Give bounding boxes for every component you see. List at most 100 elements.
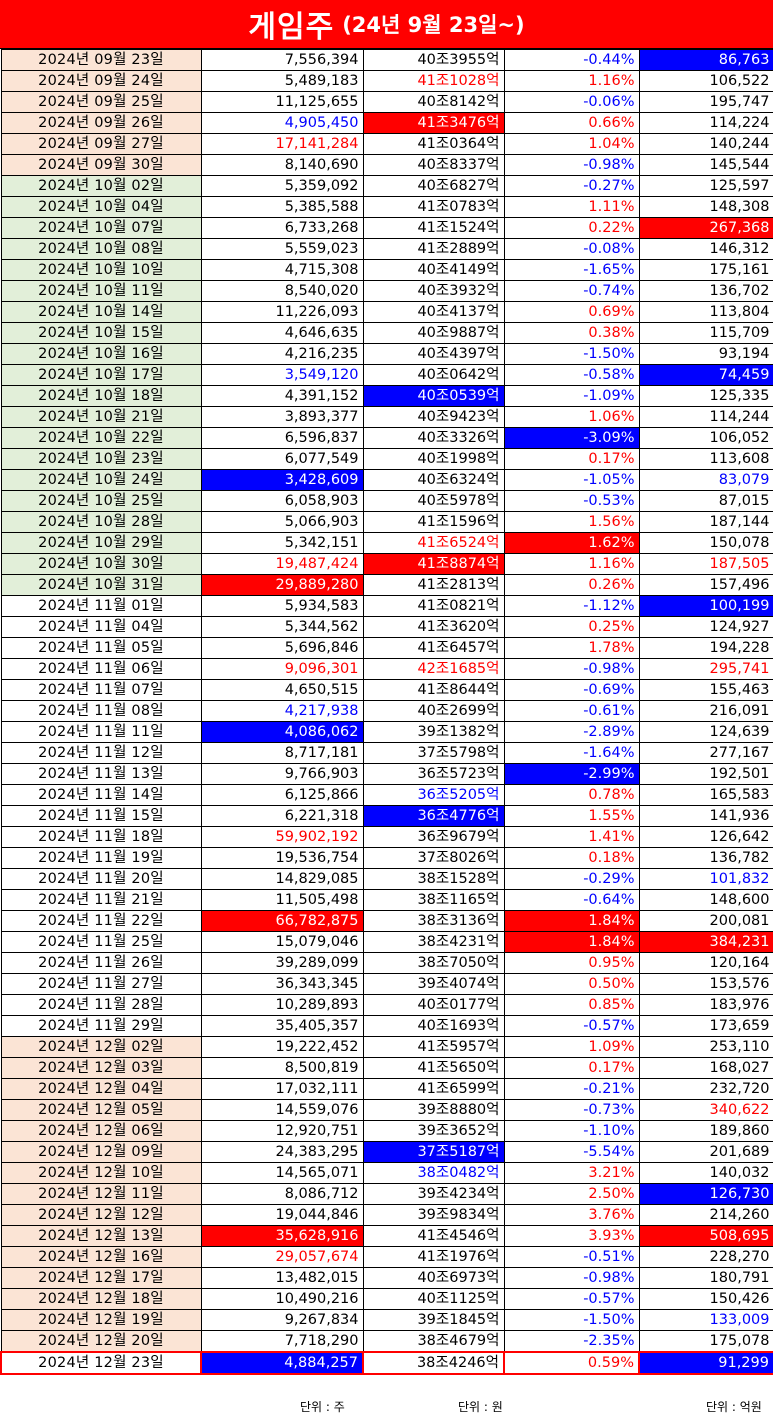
table-row: 2024년 10월 07일 6,733,268 41조1524억 0.22% 267,3…	[0, 217, 773, 239]
volume-cell: 24,383,295	[200, 1141, 364, 1163]
date-cell: 2024년 10월 10일	[0, 259, 202, 281]
market-cap-cell: 41조0821억	[362, 595, 505, 617]
market-cap-cell: 37조5798억	[362, 742, 505, 764]
table-row: 2024년 11월 13일 9,766,903 36조5723억 -2.99% 192,…	[0, 763, 773, 785]
market-cap-cell: 39조1845억	[362, 1309, 505, 1331]
market-cap-cell: 38조1165억	[362, 889, 505, 911]
trade-amount-cell: 136,702	[638, 280, 773, 302]
market-cap-cell: 38조0482억	[362, 1162, 505, 1184]
market-cap-cell: 40조8142억	[362, 91, 505, 113]
change-rate-cell: -1.50%	[503, 343, 640, 365]
volume-cell: 11,125,655	[200, 91, 364, 113]
date-cell: 2024년 12월 23일	[0, 1351, 202, 1375]
volume-cell: 4,905,450	[200, 112, 364, 134]
change-rate-cell: 1.11%	[503, 196, 640, 218]
date-cell: 2024년 11월 11일	[0, 721, 202, 743]
market-cap-cell: 41조2813억	[362, 574, 505, 596]
date-cell: 2024년 12월 10일	[0, 1162, 202, 1184]
volume-cell: 5,359,092	[200, 175, 364, 197]
change-rate-cell: -0.64%	[503, 889, 640, 911]
volume-cell: 11,505,498	[200, 889, 364, 911]
volume-cell: 6,733,268	[200, 217, 364, 239]
volume-cell: 14,559,076	[200, 1099, 364, 1121]
trade-amount-cell: 232,720	[638, 1078, 773, 1100]
change-rate-cell: 0.17%	[503, 448, 640, 470]
trade-amount-cell: 106,052	[638, 427, 773, 449]
trade-amount-cell: 175,161	[638, 259, 773, 281]
volume-cell: 10,289,893	[200, 994, 364, 1016]
date-cell: 2024년 12월 16일	[0, 1246, 202, 1268]
market-cap-cell: 40조0539억	[362, 385, 505, 407]
trade-amount-cell: 83,079	[638, 469, 773, 491]
table-row: 2024년 12월 09일 24,383,295 37조5187억 -5.54% 201…	[0, 1141, 773, 1163]
stock-table: 2024년 09월 23일 7,556,394 40조3955억 -0.44% 86,7…	[0, 49, 773, 1375]
volume-cell: 4,391,152	[200, 385, 364, 407]
trade-amount-cell: 340,622	[638, 1099, 773, 1121]
table-row: 2024년 11월 25일 15,079,046 38조4231억 1.84% 384,…	[0, 931, 773, 953]
change-rate-cell: -0.06%	[503, 91, 640, 113]
table-row: 2024년 09월 24일 5,489,183 41조1028억 1.16% 106,5…	[0, 70, 773, 92]
trade-amount-cell: 136,782	[638, 847, 773, 869]
trade-amount-cell: 187,505	[638, 553, 773, 575]
trade-amount-cell: 140,032	[638, 1162, 773, 1184]
market-cap-cell: 38조4246억	[362, 1351, 505, 1375]
volume-cell: 5,066,903	[200, 511, 364, 533]
volume-cell: 6,077,549	[200, 448, 364, 470]
table-row: 2024년 11월 21일 11,505,498 38조1165억 -0.64% 148…	[0, 889, 773, 911]
volume-cell: 29,057,674	[200, 1246, 364, 1268]
unit-volume-label: 단위 : 주	[300, 1400, 345, 1414]
change-rate-cell: -0.57%	[503, 1015, 640, 1037]
trade-amount-cell: 187,144	[638, 511, 773, 533]
trade-amount-cell: 216,091	[638, 700, 773, 722]
change-rate-cell: -0.08%	[503, 238, 640, 260]
change-rate-cell: 3.21%	[503, 1162, 640, 1184]
date-cell: 2024년 11월 18일	[0, 826, 202, 848]
market-cap-cell: 40조6324억	[362, 469, 505, 491]
table-row: 2024년 10월 11일 8,540,020 40조3932억 -0.74% 136,…	[0, 280, 773, 302]
date-cell: 2024년 12월 05일	[0, 1099, 202, 1121]
change-rate-cell: -0.74%	[503, 280, 640, 302]
market-cap-cell: 40조5978억	[362, 490, 505, 512]
trade-amount-cell: 114,224	[638, 112, 773, 134]
volume-cell: 11,226,093	[200, 301, 364, 323]
market-cap-cell: 38조4679억	[362, 1330, 505, 1353]
date-cell: 2024년 11월 05일	[0, 637, 202, 659]
date-cell: 2024년 11월 14일	[0, 784, 202, 806]
volume-cell: 4,086,062	[200, 721, 364, 743]
date-cell: 2024년 12월 18일	[0, 1288, 202, 1310]
change-rate-cell: 1.16%	[503, 70, 640, 92]
market-cap-cell: 41조3476억	[362, 112, 505, 134]
trade-amount-cell: 175,078	[638, 1330, 773, 1353]
change-rate-cell: -1.64%	[503, 742, 640, 764]
change-rate-cell: 2.50%	[503, 1183, 640, 1205]
trade-amount-cell: 126,730	[638, 1183, 773, 1205]
change-rate-cell: 0.26%	[503, 574, 640, 596]
volume-cell: 19,487,424	[200, 553, 364, 575]
volume-cell: 4,884,257	[200, 1351, 364, 1375]
table-row: 2024년 10월 02일 5,359,092 40조6827억 -0.27% 125,…	[0, 175, 773, 197]
table-row: 2024년 11월 04일 5,344,562 41조3620억 0.25% 124,9…	[0, 616, 773, 638]
volume-cell: 35,405,357	[200, 1015, 364, 1037]
change-rate-cell: 0.25%	[503, 616, 640, 638]
change-rate-cell: 0.78%	[503, 784, 640, 806]
date-cell: 2024년 11월 12일	[0, 742, 202, 764]
volume-cell: 13,482,015	[200, 1267, 364, 1289]
table-row: 2024년 11월 08일 4,217,938 40조2699억 -0.61% 216,…	[0, 700, 773, 722]
market-cap-cell: 41조0783억	[362, 196, 505, 218]
market-cap-cell: 40조2699억	[362, 700, 505, 722]
trade-amount-cell: 295,741	[638, 658, 773, 680]
market-cap-cell: 41조1596억	[362, 511, 505, 533]
table-row: 2024년 10월 22일 6,596,837 40조3326억 -3.09% 106,…	[0, 427, 773, 449]
table-row: 2024년 12월 11일 8,086,712 39조4234억 2.50% 126,7…	[0, 1183, 773, 1205]
table-row: 2024년 12월 20일 7,718,290 38조4679억 -2.35% 175,…	[0, 1330, 773, 1353]
change-rate-cell: -0.29%	[503, 868, 640, 890]
change-rate-cell: -2.99%	[503, 763, 640, 785]
table-row: 2024년 11월 19일 19,536,754 37조8026억 0.18% 136,…	[0, 847, 773, 869]
table-row: 2024년 11월 12일 8,717,181 37조5798억 -1.64% 277,…	[0, 742, 773, 764]
change-rate-cell: 0.59%	[503, 1351, 640, 1375]
date-cell: 2024년 10월 15일	[0, 322, 202, 344]
date-cell: 2024년 09월 30일	[0, 154, 202, 176]
volume-cell: 6,221,318	[200, 805, 364, 827]
date-cell: 2024년 10월 22일	[0, 427, 202, 449]
market-cap-cell: 40조3326억	[362, 427, 505, 449]
